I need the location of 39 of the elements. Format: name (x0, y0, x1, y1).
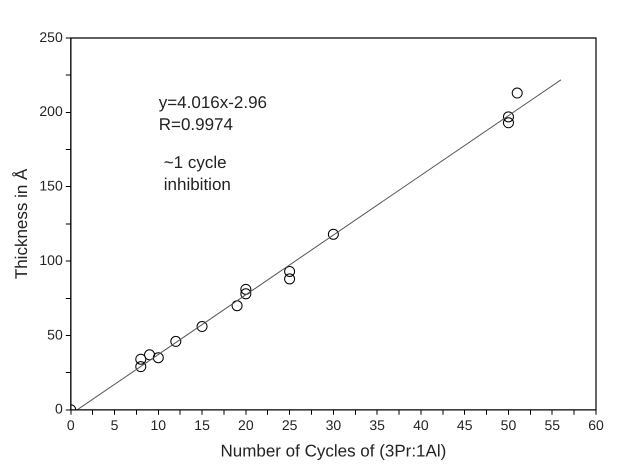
annotation: R=0.9974 (158, 115, 233, 134)
point (170, 336, 182, 347)
x-tick-label: 40 (413, 417, 429, 434)
point (284, 273, 296, 284)
point (152, 352, 164, 364)
point (232, 300, 243, 312)
point (284, 266, 296, 277)
annotation: y=4.016x-2.96 (158, 93, 267, 112)
point (502, 111, 514, 122)
point (196, 321, 208, 332)
x-tick-label: 25 (282, 417, 298, 434)
y-tick-label: 250 (39, 28, 63, 45)
annotation: ~1 cycle inhibition (164, 153, 231, 194)
y-tick-label: 100 (39, 252, 63, 268)
y-tick-label: 0 (54, 400, 63, 417)
x-axis-title: Number of Cycles of (3Pr:1Al) (220, 441, 446, 460)
x-tick-label: 45 (456, 417, 473, 434)
x-tick-label: 5 (110, 417, 119, 434)
y-tick-label: 200 (39, 103, 63, 120)
x-tick-label: 50 (500, 417, 516, 434)
x-tick-label: 35 (369, 417, 386, 434)
x-tick-label: 0 (66, 417, 75, 434)
point (328, 228, 339, 240)
x-tick-label: 20 (238, 417, 254, 434)
point (512, 88, 523, 99)
x-tick-label: 30 (326, 417, 342, 434)
x-tick-label: 60 (588, 417, 604, 434)
x-tick-label: 10 (150, 417, 166, 434)
point (240, 284, 252, 295)
y-tick-label: 50 (47, 326, 63, 342)
x-tick-label: 15 (194, 417, 210, 434)
point (144, 349, 156, 360)
x-tick-label: 55 (544, 417, 560, 434)
y-axis-title: Thickness in Å (12, 168, 31, 280)
point (502, 117, 514, 128)
point (240, 288, 252, 300)
point (135, 361, 146, 372)
y-tick-label: 150 (39, 178, 63, 194)
point (135, 354, 146, 365)
